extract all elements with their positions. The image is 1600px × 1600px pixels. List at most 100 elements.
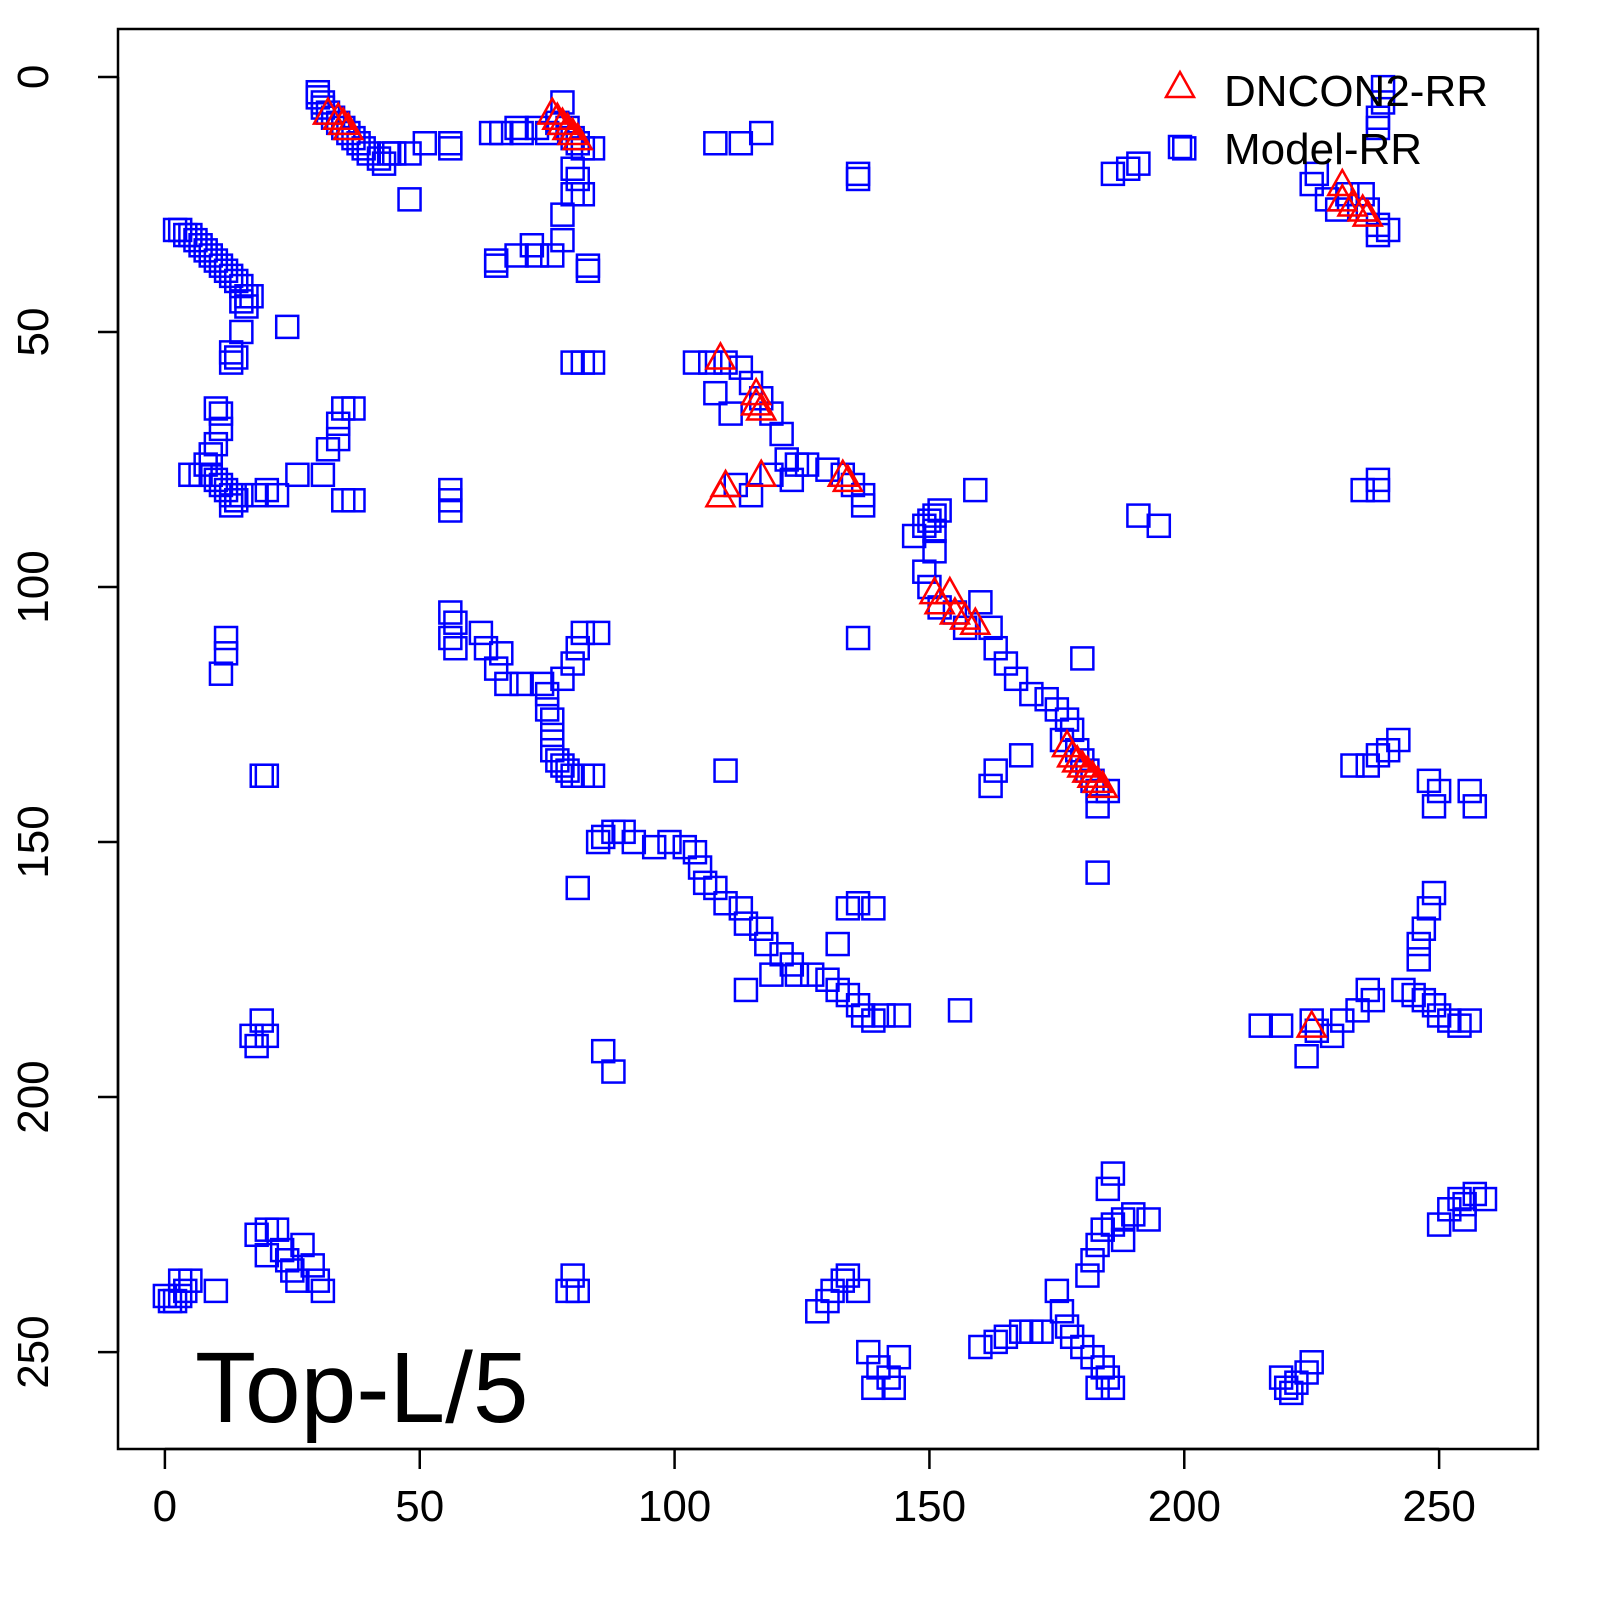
dncon2-rr-point xyxy=(1056,738,1089,768)
model-rr-point xyxy=(1462,794,1488,819)
model-rr-point xyxy=(1421,794,1447,819)
model-rr-point xyxy=(213,625,239,651)
model-rr-point xyxy=(698,350,723,375)
model-rr-point xyxy=(861,1375,886,1401)
model-rr-point xyxy=(825,931,850,957)
model-rr-point xyxy=(1370,90,1396,115)
model-rr-point xyxy=(310,462,336,488)
model-rr-point xyxy=(1416,896,1442,921)
model-rr-point xyxy=(1172,136,1197,161)
model-rr-point xyxy=(922,518,947,544)
model-rr-point xyxy=(682,350,708,375)
dncon2-rr-point xyxy=(959,606,992,635)
model-rr-point xyxy=(922,539,947,564)
model-rr-point xyxy=(443,635,468,661)
model-rr-point xyxy=(509,120,534,146)
model-rr-point xyxy=(1121,1202,1146,1227)
dncon2-rr-point xyxy=(704,478,737,508)
dncon2-rr-point xyxy=(1081,764,1114,794)
model-rr-point xyxy=(585,620,611,646)
model-rr-point xyxy=(264,1217,290,1242)
model-rr-point xyxy=(861,896,886,921)
model-rr-point xyxy=(845,890,871,916)
model-rr-point xyxy=(244,482,269,508)
model-rr-point xyxy=(555,758,580,783)
model-rr-point xyxy=(657,829,682,855)
legend-triangle-icon xyxy=(1163,69,1197,99)
model-rr-point xyxy=(203,396,229,421)
legend-label-model: Model-RR xyxy=(1224,125,1422,174)
model-rr-point xyxy=(912,559,937,584)
model-rr-point xyxy=(438,136,463,161)
dncon2-rr-point xyxy=(1076,759,1109,788)
model-rr-point xyxy=(759,962,784,987)
data-points xyxy=(152,74,1498,1406)
dncon2-rr-point xyxy=(826,458,859,488)
model-rr-point xyxy=(580,350,606,375)
model-rr-point xyxy=(249,763,274,788)
model-rr-point xyxy=(1070,646,1095,671)
model-rr-point xyxy=(234,294,259,319)
model-rr-point xyxy=(208,661,234,686)
model-rr-point xyxy=(494,671,519,697)
x-tick-label: 200 xyxy=(1148,1482,1221,1531)
dncon2-rr-point xyxy=(1295,1009,1328,1038)
model-rr-point xyxy=(886,1003,912,1028)
model-rr-point xyxy=(1126,503,1151,528)
model-rr-point xyxy=(575,253,601,278)
model-rr-point xyxy=(438,131,463,156)
dncon2-rr-point xyxy=(745,391,778,421)
dncon2-rr-point xyxy=(1066,748,1099,778)
model-rr-point xyxy=(540,707,565,732)
model-rr-point xyxy=(1100,1161,1126,1186)
model-rr-point xyxy=(1085,794,1110,819)
model-rr-point xyxy=(703,131,728,156)
dncon2-rr-point xyxy=(831,463,865,493)
model-rr-point xyxy=(713,890,738,916)
model-rr-point xyxy=(1299,1350,1324,1375)
model-rr-point xyxy=(188,462,213,488)
model-rr-point xyxy=(565,635,590,661)
model-rr-point xyxy=(845,625,871,651)
model-rr-point xyxy=(968,1334,993,1360)
dncon2-rr-point xyxy=(1086,769,1119,799)
axes: 0 50 100 150 200 250 0 50 100 150 200 250 xyxy=(9,65,1476,1531)
y-tick-label: 150 xyxy=(9,805,58,878)
model-rr-point xyxy=(1294,1044,1319,1069)
model-rr-point xyxy=(1406,947,1431,972)
model-rr-point xyxy=(845,1278,871,1304)
dncon2-rr-point xyxy=(322,101,355,130)
annotation-label: Top-L/5 xyxy=(195,1332,529,1444)
x-tick-label: 250 xyxy=(1402,1482,1475,1531)
model-rr-point xyxy=(983,758,1008,783)
legend-label-dncon2: DNCON2-RR xyxy=(1224,67,1488,116)
model-rr-point xyxy=(570,620,596,646)
model-rr-point xyxy=(443,610,468,635)
model-rr-point xyxy=(1085,1375,1110,1401)
model-rr-point xyxy=(1126,151,1151,176)
dncon2-rr-point xyxy=(1061,743,1094,773)
model-rr-point xyxy=(489,641,514,666)
model-rr-point xyxy=(560,1263,585,1288)
model-rr-point xyxy=(331,488,356,513)
model-rr-point xyxy=(1365,477,1391,503)
model-rr-point xyxy=(1044,1278,1070,1304)
model-rr-point xyxy=(682,839,708,865)
model-rr-point xyxy=(993,1324,1019,1350)
model-rr-point xyxy=(560,651,585,676)
y-tick-label: 50 xyxy=(9,307,58,356)
model-rr-point xyxy=(784,962,810,987)
dncon2-rr-point xyxy=(556,116,589,146)
model-rr-point xyxy=(947,998,973,1023)
model-rr-point xyxy=(218,350,244,375)
model-rr-point xyxy=(845,166,871,192)
model-rr-point xyxy=(580,763,606,788)
model-rr-point xyxy=(601,1059,626,1084)
model-rr-point xyxy=(223,345,249,370)
model-rr-point xyxy=(229,319,254,345)
x-tick-label: 150 xyxy=(893,1482,966,1531)
model-rr-point xyxy=(483,253,509,278)
model-rr-point xyxy=(1080,1248,1105,1273)
model-rr-point xyxy=(325,411,351,437)
